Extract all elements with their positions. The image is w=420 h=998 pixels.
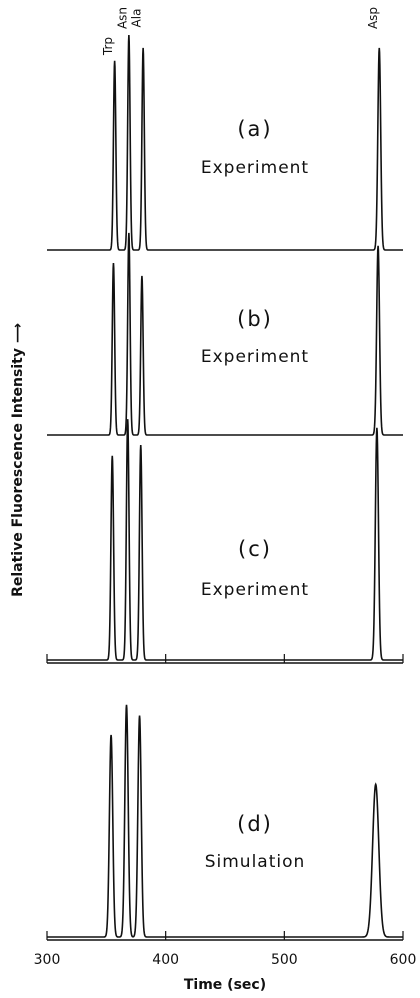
chromatogram — [47, 232, 403, 436]
chromatogram — [47, 704, 403, 938]
x-tick-label: 300 — [34, 952, 61, 968]
panel-title: (d) — [237, 812, 273, 836]
panel-title: (a) — [237, 117, 272, 141]
y-axis-label: Relative Fluorescence Intensity ⟶ — [10, 323, 26, 597]
chromatogram — [47, 419, 403, 661]
panel-subtitle: Experiment — [201, 580, 309, 600]
x-axis-label: Time (sec) — [184, 977, 266, 993]
x-tick-label: 500 — [271, 952, 298, 968]
panel-subtitle: Experiment — [201, 347, 309, 367]
peak-label: Asn — [115, 7, 129, 29]
chromatogram — [47, 34, 403, 251]
x-tick-label: 600 — [390, 952, 417, 968]
peak-label: Asp — [366, 7, 380, 29]
panel-title: (b) — [237, 307, 273, 331]
panel-subtitle: Experiment — [201, 158, 309, 178]
peak-label: Ala — [130, 9, 144, 28]
peak-label: Trp — [101, 37, 115, 56]
x-tick-label: 400 — [152, 952, 179, 968]
panel-title: (c) — [238, 537, 272, 561]
panel-subtitle: Simulation — [205, 852, 306, 872]
